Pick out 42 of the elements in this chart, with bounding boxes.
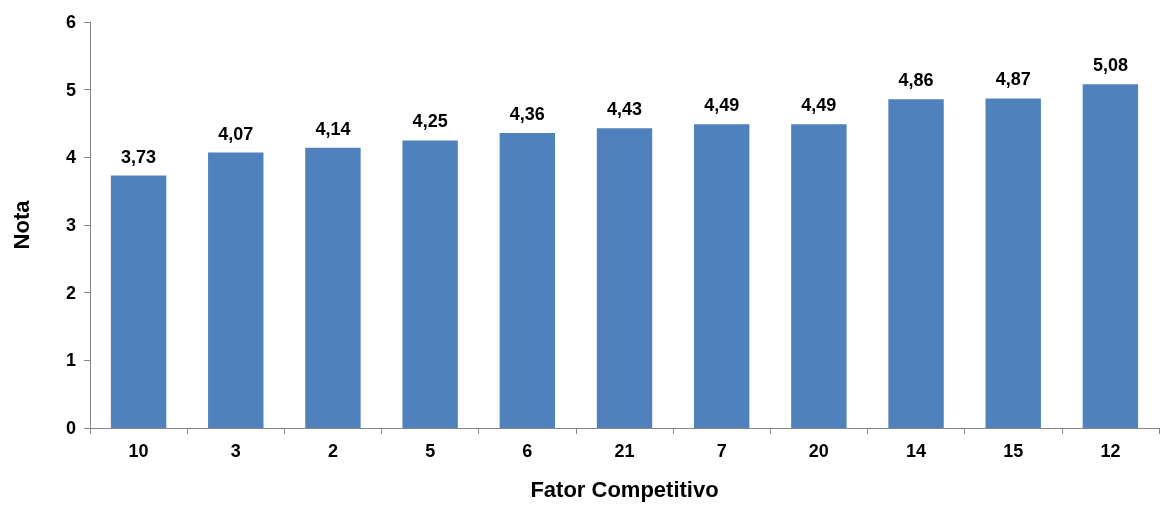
bar	[693, 124, 750, 428]
y-axis-title: Nota	[8, 199, 34, 250]
data-label: 4,49	[801, 95, 837, 116]
bar	[305, 147, 361, 428]
bar	[499, 132, 556, 428]
y-tick-label: 6	[65, 12, 76, 32]
bar	[791, 124, 847, 428]
bar	[985, 98, 1041, 428]
x-axis-title: Fator Competitivo	[530, 476, 719, 502]
x-tick-label: 20	[808, 441, 829, 461]
bar	[1082, 84, 1139, 428]
x-tick-label: 6	[522, 441, 533, 461]
bar	[208, 152, 264, 428]
data-label: 4,87	[995, 69, 1031, 90]
bar	[402, 140, 458, 428]
x-tick-label: 10	[128, 441, 149, 461]
x-tick-label: 2	[327, 441, 338, 461]
data-label: 3,73	[121, 146, 157, 167]
data-label: 4,86	[898, 70, 934, 91]
y-tick-label: 5	[65, 79, 76, 100]
bar	[110, 175, 167, 428]
y-tick-label: 3	[65, 215, 76, 235]
x-tick-label: 14	[906, 441, 927, 461]
y-tick-label: 4	[65, 147, 76, 168]
y-tick-label: 2	[65, 282, 76, 303]
x-tick-label: 3	[230, 441, 241, 461]
data-label: 4,25	[412, 111, 448, 132]
y-tick-label: 0	[65, 418, 76, 438]
data-label: 4,36	[509, 103, 545, 124]
x-tick-label: 12	[1100, 441, 1121, 461]
data-label: 4,07	[218, 123, 254, 144]
bar	[596, 128, 653, 428]
x-tick-label: 21	[614, 441, 635, 461]
x-tick-label: 5	[425, 441, 436, 461]
data-label: 4,14	[315, 118, 351, 139]
data-label: 5,08	[1092, 55, 1128, 76]
data-label: 4,49	[704, 95, 740, 116]
x-tick-label: 15	[1003, 441, 1024, 461]
x-tick-label: 7	[716, 441, 727, 461]
y-tick-label: 1	[65, 350, 76, 371]
bar	[888, 99, 944, 428]
data-label: 4,43	[606, 99, 643, 120]
